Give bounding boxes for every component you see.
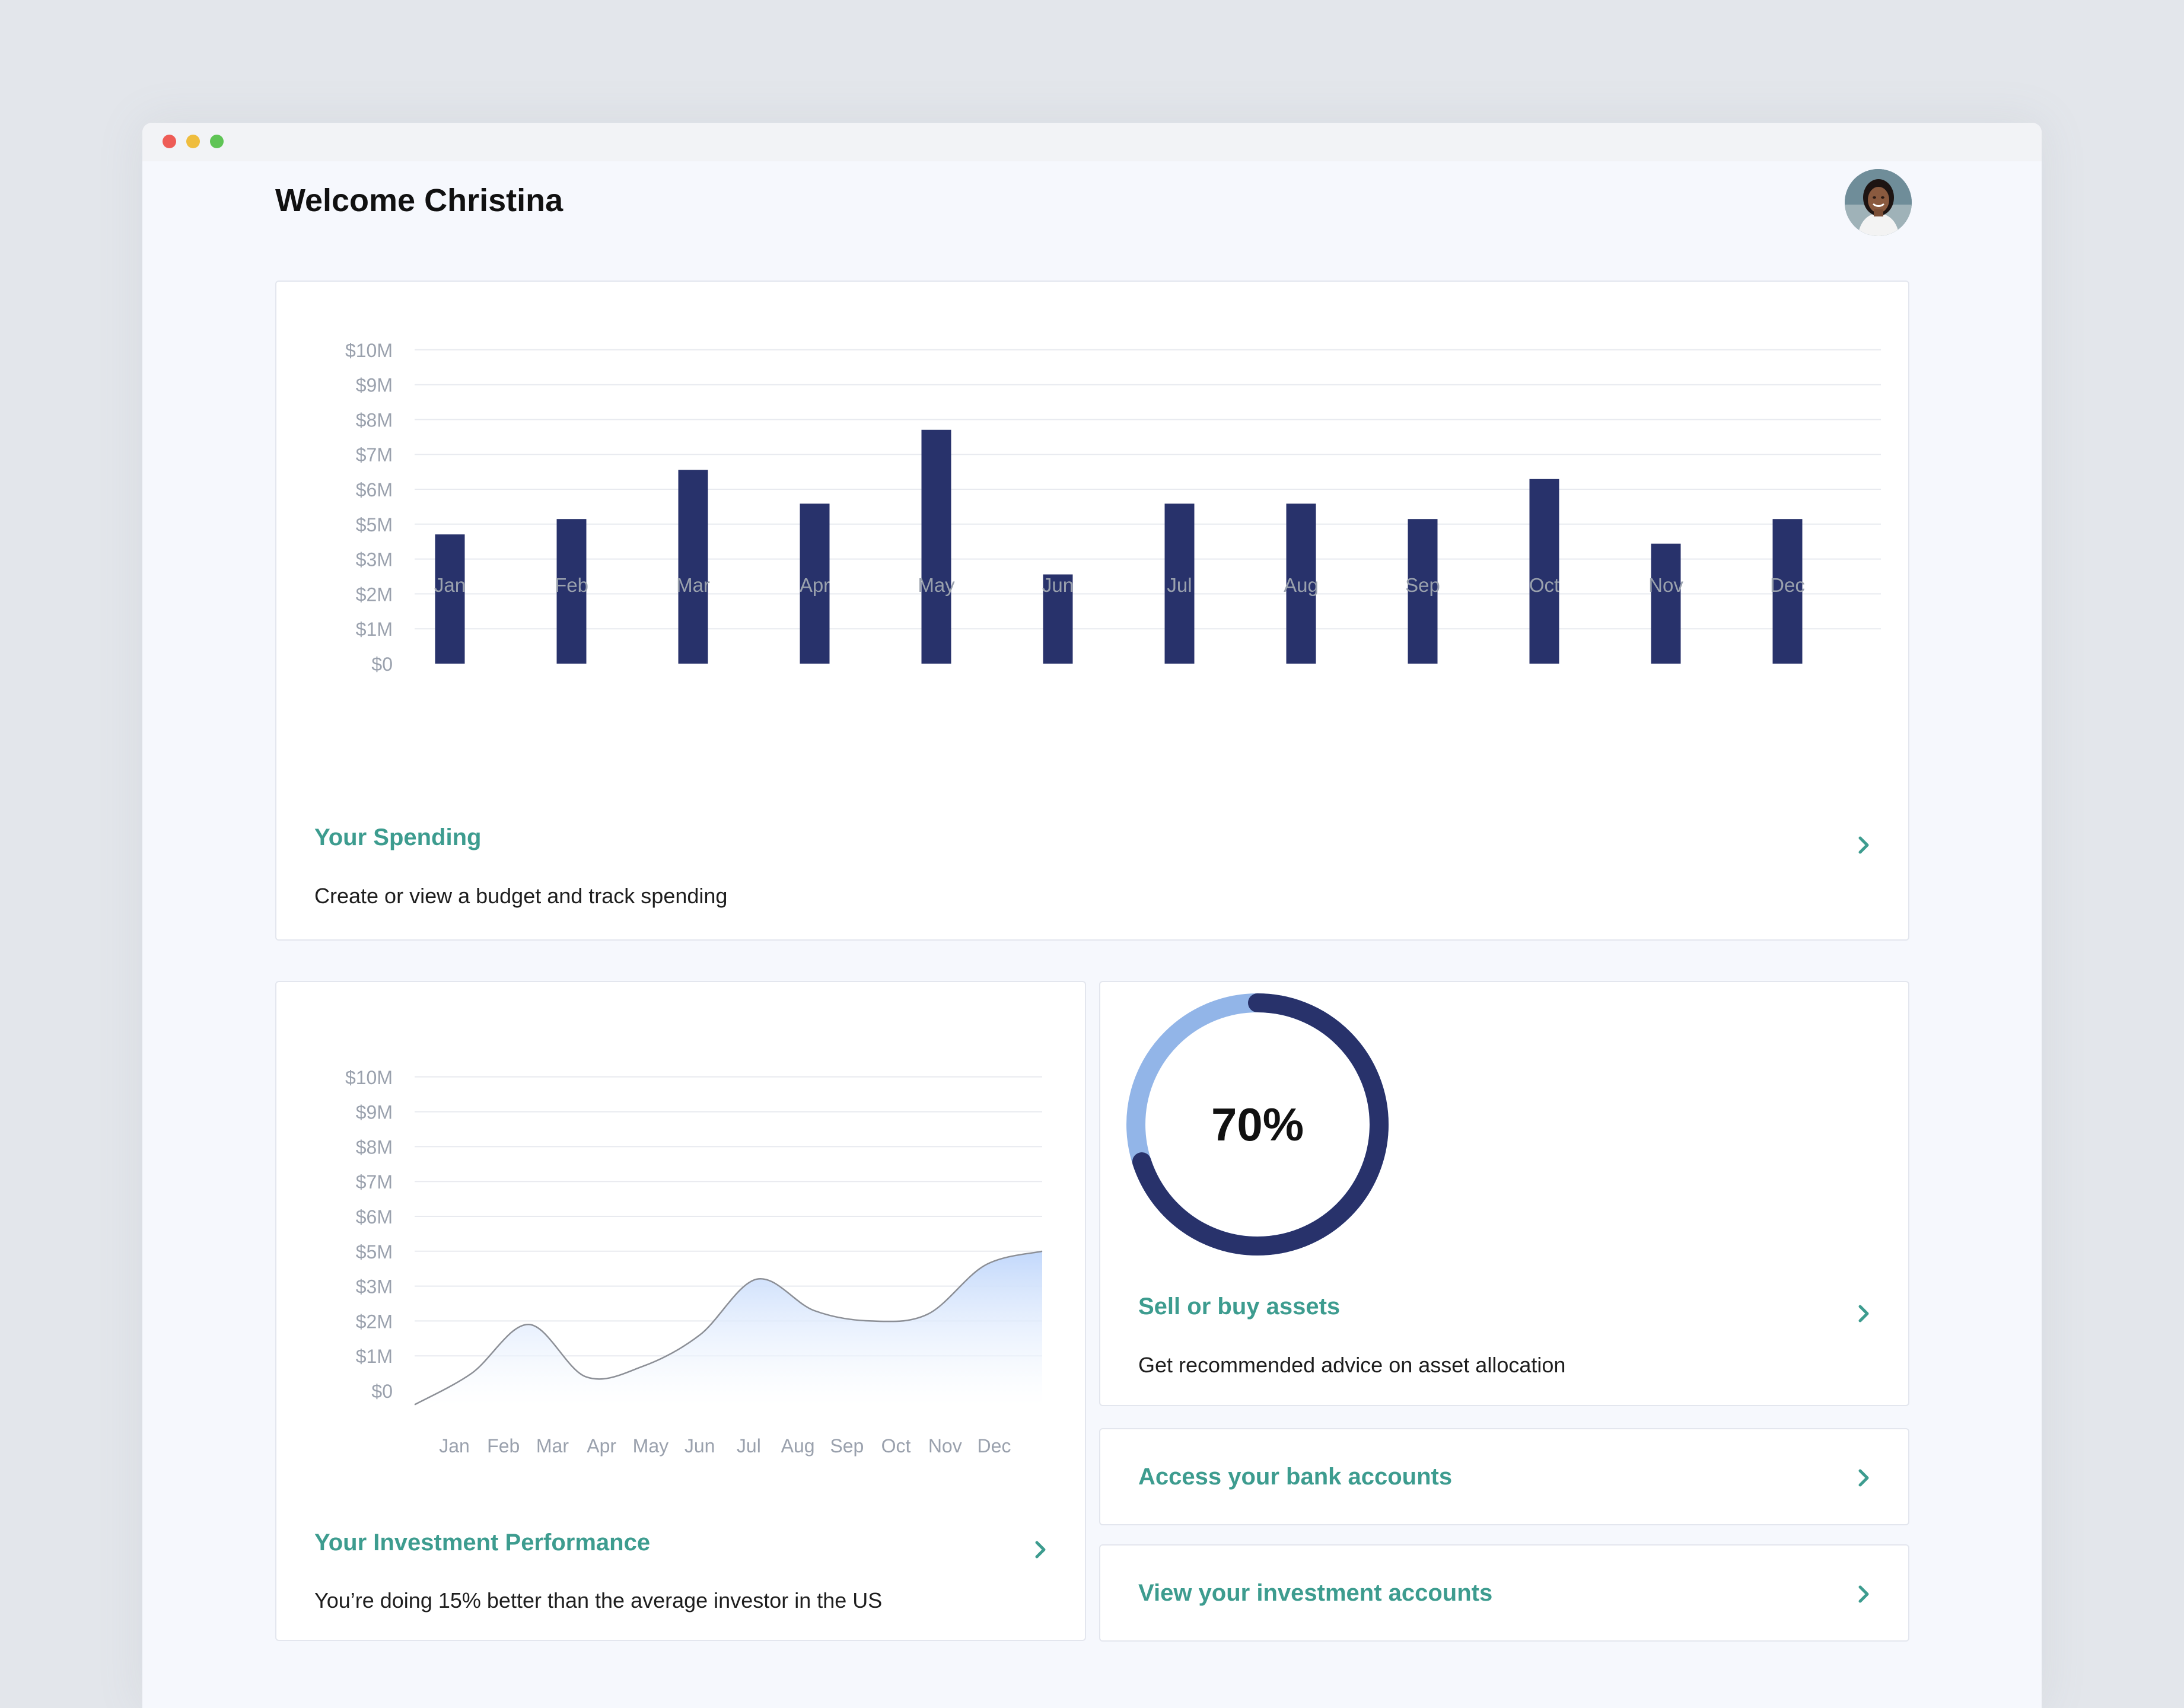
y-tick-label: $6M [356, 479, 393, 501]
x-tick-label: Dec [978, 1435, 1011, 1457]
bar [1164, 504, 1195, 664]
chevron-right-icon[interactable] [1852, 1582, 1876, 1606]
x-tick-label: Sep [830, 1435, 864, 1457]
x-tick-label: May [633, 1435, 668, 1457]
x-tick-label: Apr [800, 574, 830, 596]
investment-accounts-link[interactable]: View your investment accounts [1138, 1580, 1493, 1606]
x-tick-label: Oct [881, 1435, 911, 1457]
y-tick-label: $0 [371, 654, 393, 675]
investment-subtitle: You’re doing 15% better than the average… [314, 1588, 883, 1613]
y-tick-label: $9M [356, 375, 393, 396]
series-line [414, 1250, 1043, 1406]
x-tick-label: Nov [928, 1435, 962, 1457]
x-tick-label: May [918, 574, 955, 596]
bank-accounts-card[interactable]: Access your bank accounts [1099, 1428, 1909, 1525]
y-tick-label: $9M [356, 1102, 393, 1123]
chevron-right-icon[interactable] [1029, 1538, 1052, 1562]
bar [1529, 479, 1559, 664]
investment-area-chart: $0 $1M $2M $3M $5M $6M $7M $8M $9M $10M Jan Feb Mar A… [345, 1067, 1043, 1457]
y-tick-label: $10M [345, 1067, 393, 1088]
title-bar [142, 123, 2042, 161]
x-tick-label: Jun [685, 1435, 715, 1457]
bar [1408, 519, 1438, 664]
chevron-right-icon[interactable] [1852, 1302, 1876, 1325]
investment-accounts-card[interactable]: View your investment accounts [1099, 1544, 1909, 1642]
y-tick-label: $3M [356, 1276, 393, 1298]
bar [1043, 574, 1073, 664]
assets-subtitle: Get recommended advice on asset allocati… [1138, 1353, 1566, 1377]
investment-card[interactable]: $0 $1M $2M $3M $5M $6M $7M $8M $9M $10M Jan Feb Mar A… [275, 981, 1086, 1641]
x-tick-label: Feb [555, 574, 588, 596]
x-tick-label: Sep [1405, 574, 1440, 596]
x-tick-label: Apr [587, 1435, 616, 1457]
x-tick-label: Jan [439, 1435, 470, 1457]
y-tick-label: $8M [356, 409, 393, 431]
bank-accounts-link[interactable]: Access your bank accounts [1138, 1464, 1453, 1490]
x-tick-label: Jul [737, 1435, 761, 1457]
y-tick-label: $2M [356, 1311, 393, 1332]
welcome-heading: Welcome Christina [275, 183, 563, 218]
spending-title[interactable]: Your Spending [314, 824, 482, 850]
asset-allocation-ring [1126, 993, 1389, 1255]
bar [556, 519, 587, 664]
x-tick-label: Nov [1648, 574, 1683, 596]
bar [921, 429, 951, 664]
bar [1286, 504, 1316, 664]
x-tick-label: Aug [1284, 574, 1319, 596]
avatar-portrait-icon [1845, 169, 1912, 236]
bar [678, 470, 708, 664]
y-tick-label: $8M [356, 1136, 393, 1158]
y-tick-label: $5M [356, 1241, 393, 1263]
y-tick-label: $0 [371, 1381, 393, 1402]
y-tick-label: $2M [356, 584, 393, 605]
y-tick-label: $3M [356, 549, 393, 571]
y-tick-label: $5M [356, 514, 393, 536]
x-tick-label: Jul [1167, 574, 1192, 596]
y-tick-label: $7M [356, 1171, 393, 1193]
assets-card[interactable]: 70% Sell or buy assets Get recommended a… [1099, 981, 1909, 1406]
x-tick-label: Jun [1042, 574, 1074, 596]
app-window: Welcome Christina $0 $1M $2M $3M $5M $6M $7M $8… [142, 123, 2042, 1708]
y-tick-label: $7M [356, 444, 393, 466]
asset-percent: 70% [1211, 1098, 1304, 1151]
spending-bar-chart: $0 $1M $2M $3M $5M $6M $7M $8M $9M $10M Jan Feb Mar A… [345, 340, 1881, 675]
bar [1651, 543, 1681, 664]
bar [1772, 519, 1803, 664]
bar [435, 534, 465, 664]
ring-progress [1126, 993, 1389, 1255]
spending-card[interactable]: $0 $1M $2M $3M $5M $6M $7M $8M $9M $10M Jan Feb Mar A… [275, 281, 1909, 941]
x-tick-label: Oct [1529, 574, 1559, 596]
area-fill [415, 1251, 1042, 1405]
x-tick-label: Aug [781, 1435, 815, 1457]
minimize-window-dot[interactable] [186, 135, 200, 148]
y-tick-label: $10M [345, 340, 393, 361]
spending-subtitle: Create or view a budget and track spendi… [314, 884, 728, 908]
user-avatar[interactable] [1845, 169, 1912, 236]
maximize-window-dot[interactable] [210, 135, 224, 148]
x-tick-label: Mar [536, 1435, 569, 1457]
y-tick-label: $1M [356, 619, 393, 640]
x-tick-label: Dec [1770, 574, 1805, 596]
assets-title[interactable]: Sell or buy assets [1138, 1293, 1341, 1320]
bar [800, 504, 830, 664]
x-tick-label: Mar [676, 574, 710, 596]
y-tick-label: $1M [356, 1346, 393, 1367]
close-window-dot[interactable] [163, 135, 176, 148]
x-tick-label: Jan [434, 574, 466, 596]
x-tick-label: Feb [487, 1435, 520, 1457]
chevron-right-icon[interactable] [1852, 1466, 1876, 1490]
investment-title[interactable]: Your Investment Performance [314, 1529, 651, 1556]
chevron-right-icon[interactable] [1852, 833, 1876, 857]
y-tick-label: $6M [356, 1206, 393, 1228]
